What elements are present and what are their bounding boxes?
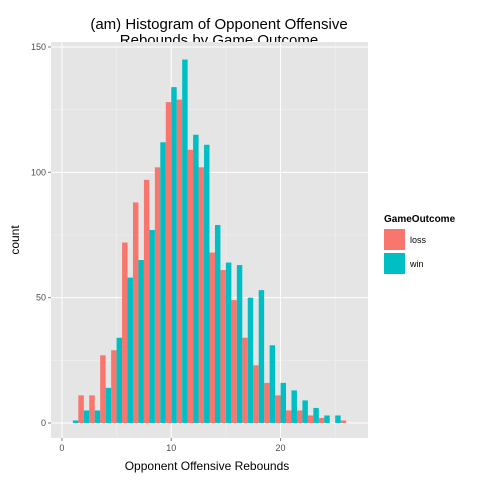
y-tick-label: 0: [41, 418, 46, 428]
bar-win: [171, 87, 177, 423]
bar-win: [324, 415, 330, 423]
bar-win: [160, 142, 166, 423]
y-tick-label: 150: [31, 42, 46, 52]
bar-win: [94, 410, 101, 423]
legend-title: GameOutcome: [384, 214, 456, 225]
bar-win: [127, 277, 133, 423]
bar-loss: [307, 415, 314, 423]
bar-loss: [132, 202, 139, 423]
bar-win: [302, 400, 308, 423]
bar-loss: [340, 420, 347, 423]
bar-loss: [143, 179, 150, 423]
y-tick-label: 100: [31, 167, 46, 177]
bar-win: [214, 224, 221, 423]
bar-win: [204, 144, 210, 423]
bar-loss: [89, 395, 95, 423]
bar-win: [225, 262, 232, 423]
bar-loss: [100, 355, 106, 423]
bar-win: [83, 410, 90, 423]
bar-loss: [253, 365, 259, 423]
bar-win: [193, 134, 199, 423]
bar-win: [269, 345, 276, 423]
legend-swatch-loss: [384, 229, 405, 250]
x-tick-label: 20: [276, 443, 286, 453]
x-tick-label: 0: [59, 443, 64, 453]
legend-swatch-win: [384, 253, 405, 274]
bar-loss: [286, 410, 292, 423]
bar-loss: [231, 300, 237, 423]
bar-loss: [187, 149, 194, 423]
bar-win: [335, 415, 341, 423]
bar-loss: [198, 167, 205, 423]
x-tick-label: 10: [166, 443, 176, 453]
bar-win: [313, 407, 319, 423]
chart-title-line-1: (am) Histogram of Opponent Offensive: [90, 16, 347, 33]
bar-loss: [209, 252, 215, 423]
bar-win: [247, 297, 254, 423]
bar-win: [105, 387, 112, 423]
legend: GameOutcome loss win: [384, 214, 456, 274]
bar-loss: [165, 102, 172, 423]
y-axis-title: count: [8, 225, 22, 255]
bar-loss: [296, 410, 303, 423]
bar-win: [138, 260, 144, 423]
bar-loss: [318, 417, 325, 423]
legend-label-loss: loss: [410, 235, 427, 245]
bar-loss: [78, 395, 84, 423]
bar-loss: [111, 350, 117, 423]
bar-win: [116, 337, 123, 423]
bar-loss: [264, 382, 270, 423]
bar-loss: [122, 242, 128, 423]
bar-win: [236, 265, 243, 423]
bar-win: [280, 382, 287, 423]
bar-win: [291, 390, 297, 423]
legend-label-win: win: [409, 259, 424, 269]
bar-loss: [242, 337, 248, 423]
bar-win: [258, 290, 265, 423]
axis-ticks: 0 10 20 0 50 100 150: [31, 42, 286, 453]
bar-win: [149, 229, 155, 423]
y-tick-label: 50: [36, 293, 46, 303]
bar-loss: [275, 395, 281, 423]
bar-loss: [176, 99, 183, 423]
bar-win: [182, 59, 188, 423]
bars: [72, 59, 347, 423]
x-axis-title: Opponent Offensive Rebounds: [125, 459, 290, 473]
bar-loss: [220, 270, 226, 423]
bar-loss: [154, 167, 161, 423]
bar-win: [72, 420, 79, 423]
